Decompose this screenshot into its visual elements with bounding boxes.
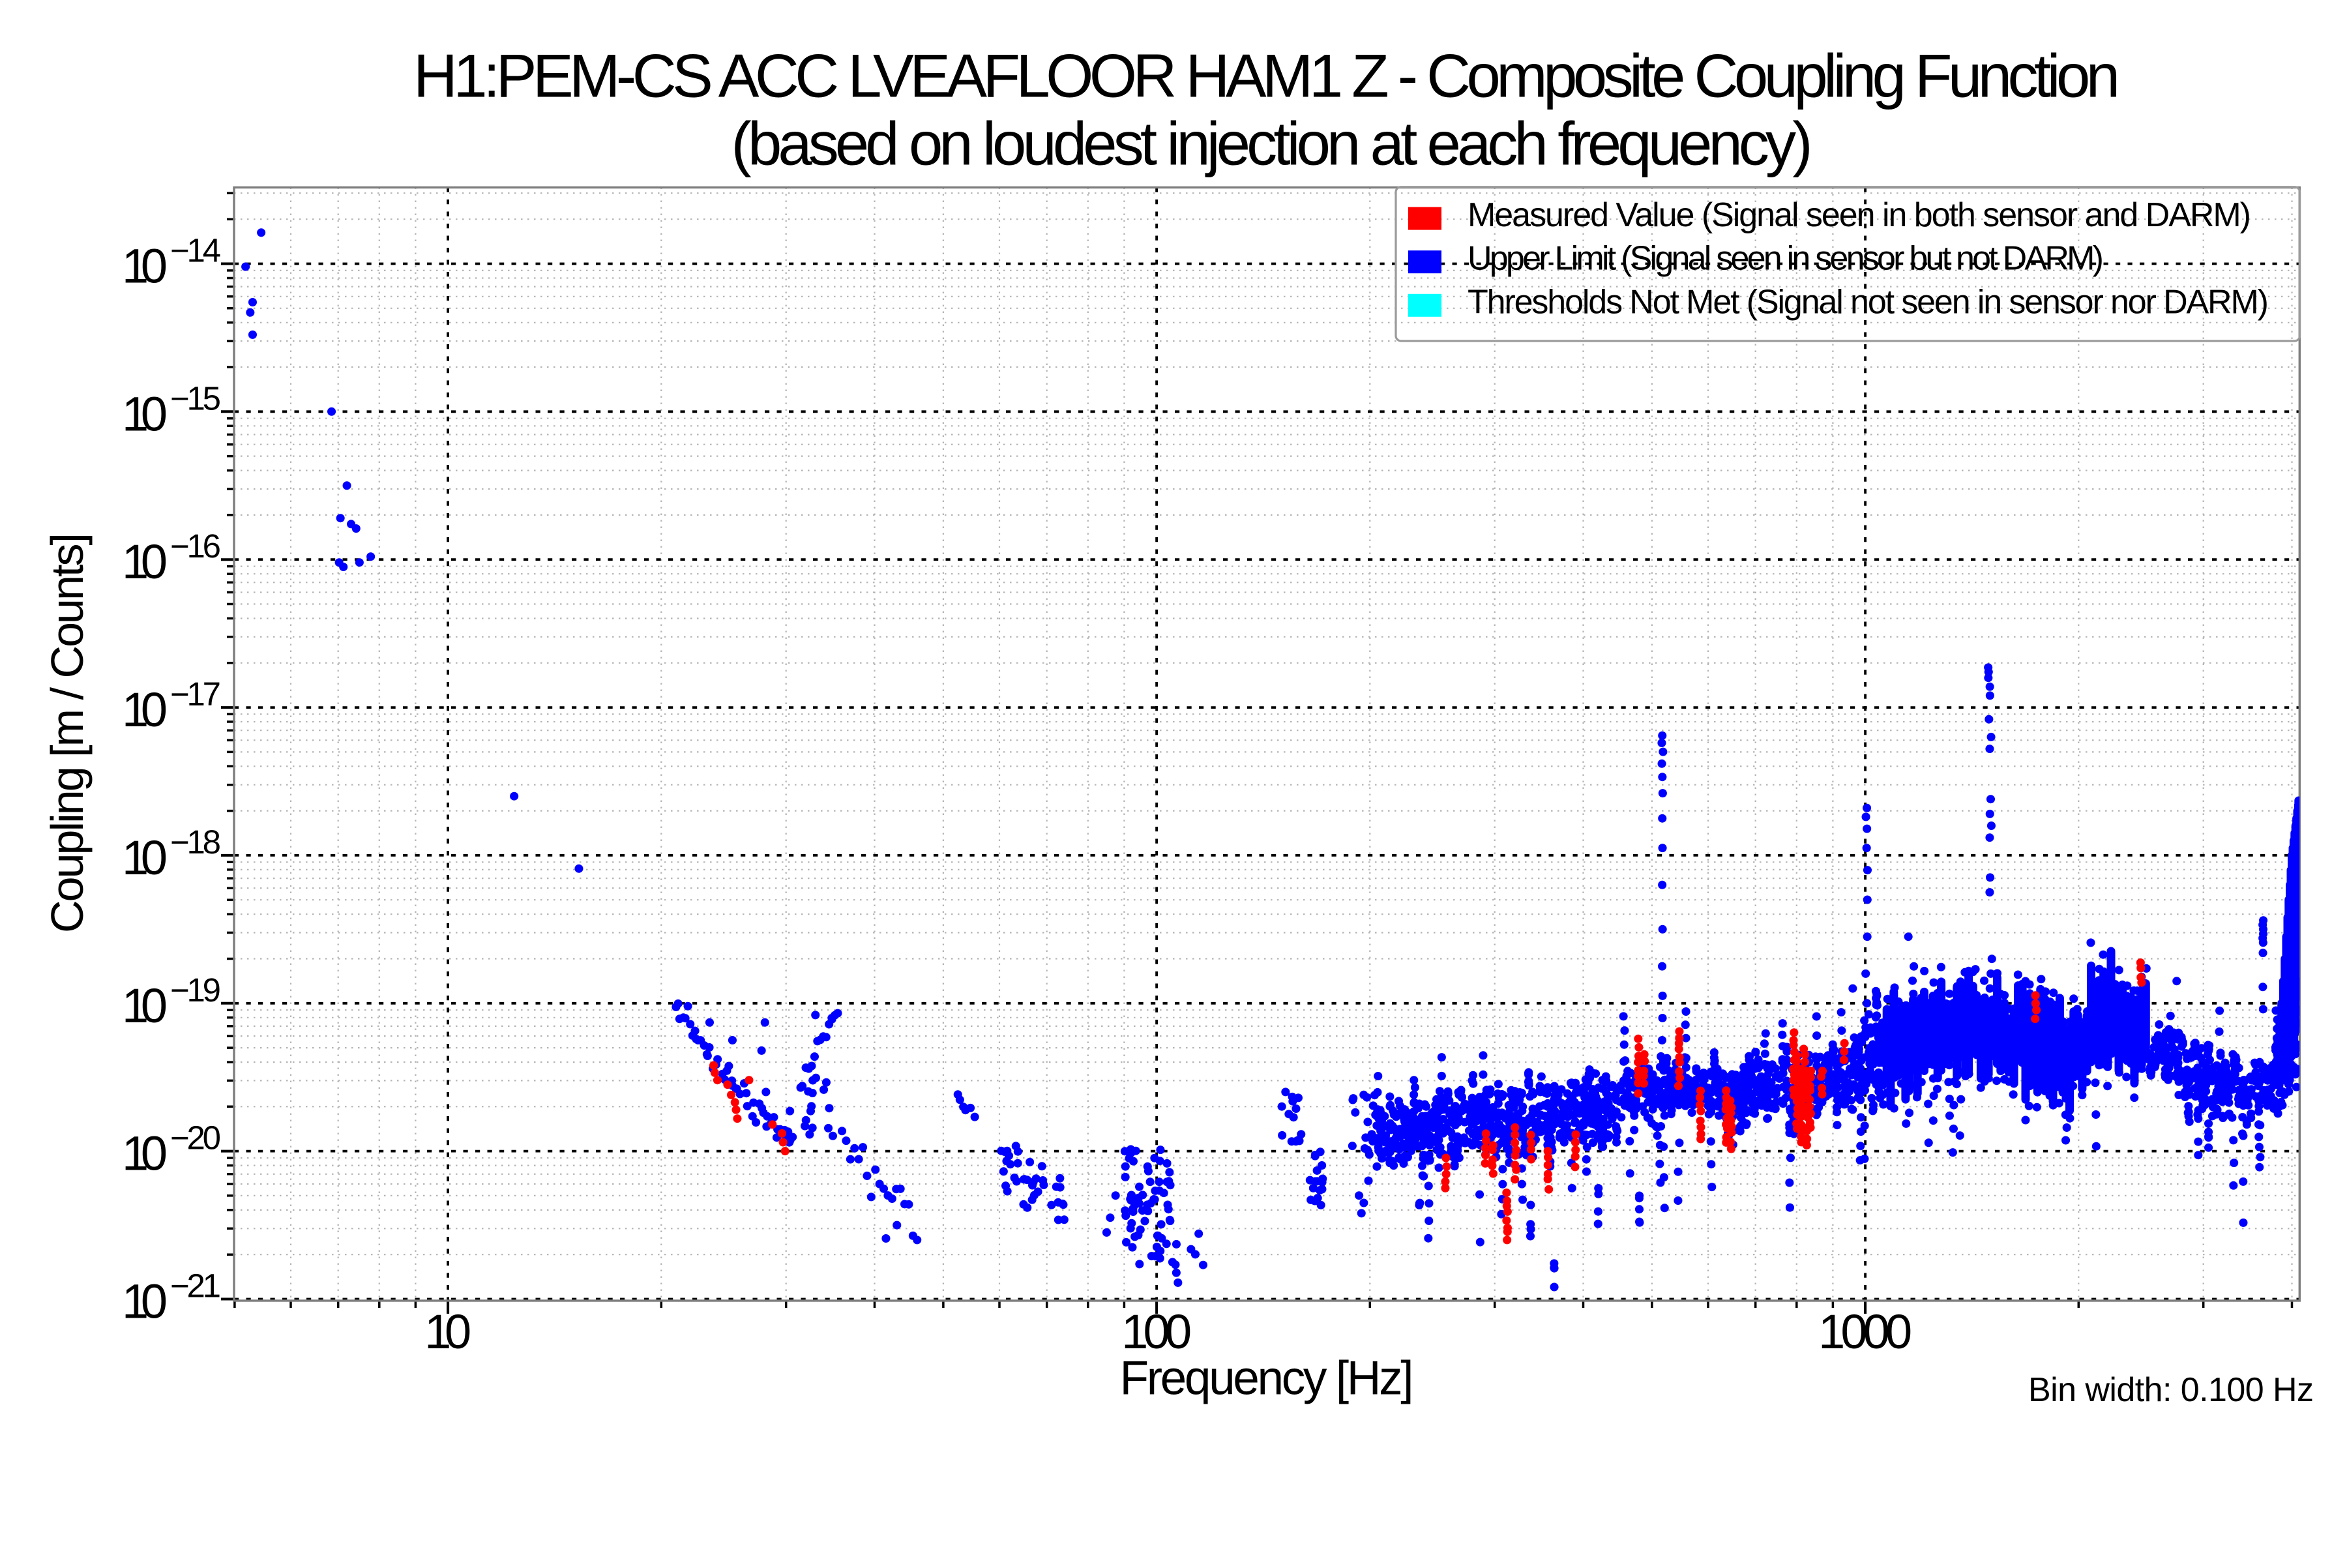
svg-text:1000: 1000 [1818, 1305, 1912, 1359]
svg-text:10: 10 [122, 535, 168, 589]
svg-text:Thresholds Not Met (Signal not: Thresholds Not Met (Signal not seen in s… [1468, 283, 2269, 321]
svg-text:−18: −18 [170, 823, 221, 861]
svg-text:Coupling [m / Counts]: Coupling [m / Counts] [42, 533, 93, 933]
svg-text:10: 10 [122, 1127, 168, 1181]
svg-text:10: 10 [122, 387, 168, 441]
svg-text:−17: −17 [170, 675, 221, 713]
svg-text:Bin width: 0.100 Hz: Bin width: 0.100 Hz [2028, 1371, 2314, 1409]
svg-text:10: 10 [424, 1305, 471, 1359]
svg-text:10: 10 [122, 831, 168, 885]
svg-text:(based on loudest injection at: (based on loudest injection at each freq… [731, 109, 1813, 177]
svg-text:−19: −19 [170, 971, 221, 1009]
svg-text:H1:PEM-CS ACC LVEAFLOOR HAM1 Z: H1:PEM-CS ACC LVEAFLOOR HAM1 Z - Composi… [413, 42, 2120, 110]
svg-text:100: 100 [1121, 1305, 1192, 1359]
svg-text:10: 10 [122, 1275, 168, 1329]
svg-text:Measured Value (Signal seen in: Measured Value (Signal seen in both sens… [1468, 196, 2251, 234]
svg-text:−14: −14 [170, 232, 221, 269]
svg-text:−20: −20 [170, 1119, 221, 1157]
svg-text:−15: −15 [170, 379, 221, 417]
svg-text:10: 10 [122, 239, 168, 293]
svg-text:10: 10 [122, 683, 168, 737]
svg-text:Upper Limit (Signal seen in se: Upper Limit (Signal seen in sensor but n… [1468, 240, 2104, 278]
svg-text:−21: −21 [170, 1267, 221, 1305]
svg-text:10: 10 [122, 979, 168, 1033]
svg-text:−16: −16 [170, 527, 221, 565]
svg-text:Frequency [Hz]: Frequency [Hz] [1120, 1352, 1414, 1405]
